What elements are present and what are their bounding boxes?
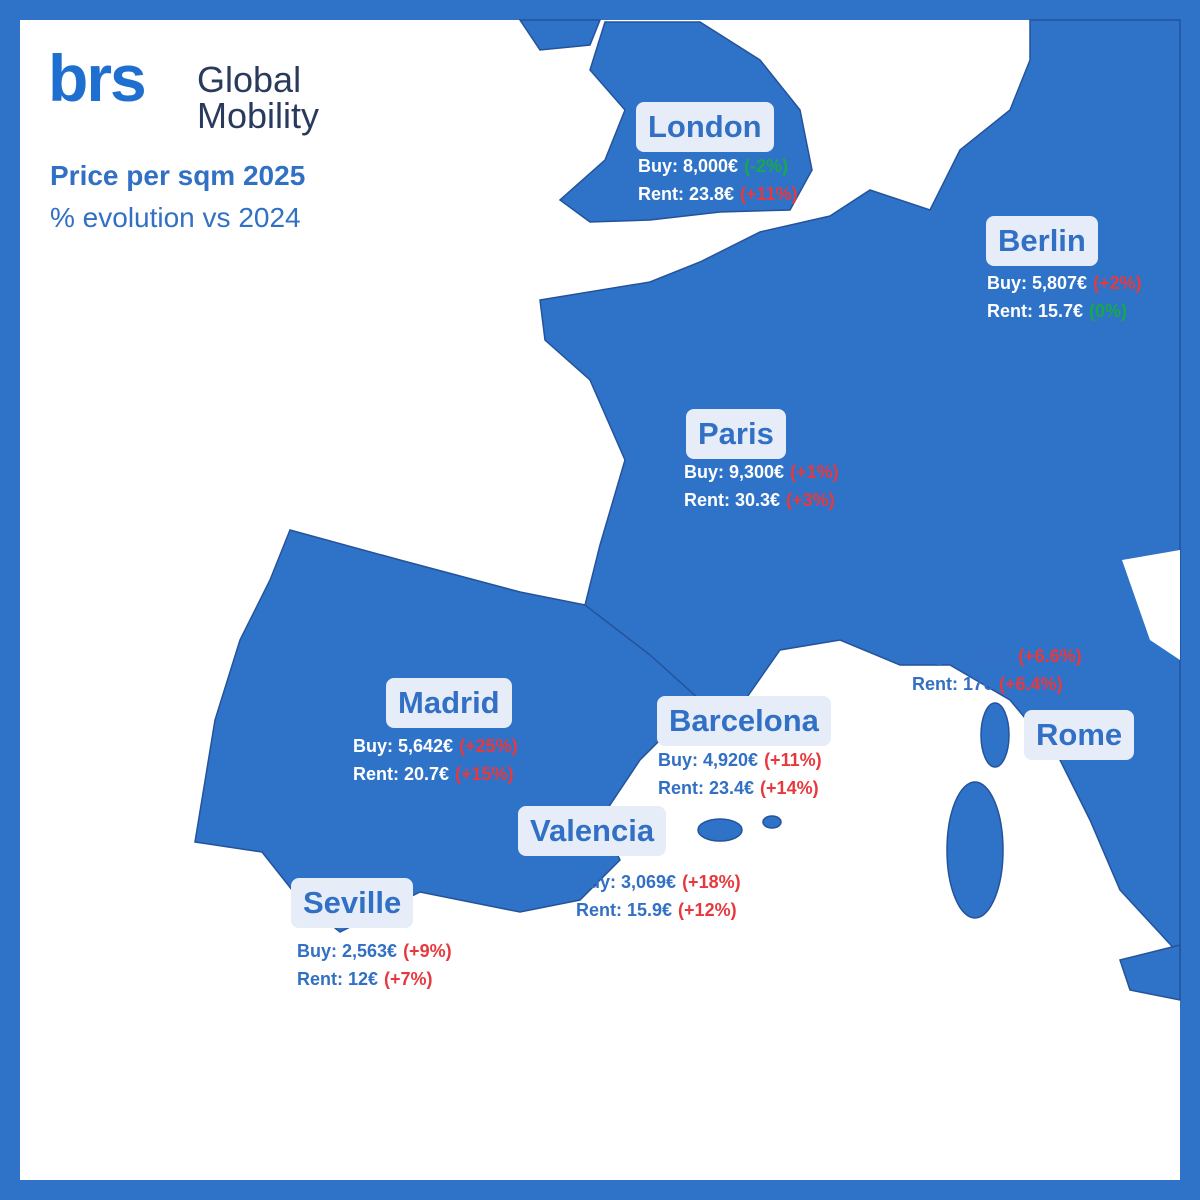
- city-label: Valencia: [518, 806, 667, 856]
- buy-price: Buy: 4,920€: [658, 750, 759, 770]
- rent-price: Rent: 12€: [297, 969, 379, 989]
- rent-change: (+11%): [740, 184, 798, 204]
- rent-line: Rent: 20.7€ (+15%): [353, 764, 514, 785]
- rent-change: (+7%): [384, 969, 433, 989]
- buy-price: Buy: 3,480€: [912, 646, 1013, 666]
- buy-price: Buy: 8,000€: [638, 156, 739, 176]
- buy-line: Buy: 5,807€ (+2%): [987, 273, 1142, 294]
- logo-line: Global: [197, 59, 302, 100]
- city-label: Paris: [686, 409, 786, 459]
- buy-line: Buy: 3,069€ (+18%): [576, 872, 741, 893]
- logo-text: Global Mobility: [197, 62, 319, 134]
- rent-change: (+3%): [786, 490, 835, 510]
- buy-change: (-2%): [744, 156, 789, 176]
- rent-line: Rent: 17€ (+6.4%): [912, 674, 1063, 695]
- rent-change: (0%): [1089, 301, 1128, 321]
- city-label: Seville: [291, 878, 414, 928]
- buy-change: (+18%): [682, 872, 741, 892]
- city-label: Berlin: [986, 216, 1098, 266]
- rent-change: (+15%): [455, 764, 514, 784]
- rent-line: Rent: 12€ (+7%): [297, 969, 433, 990]
- buy-change: (+9%): [403, 941, 452, 961]
- rent-change: (+6.4%): [999, 674, 1063, 694]
- title: Price per sqm 2025: [50, 160, 306, 191]
- buy-price: Buy: 5,807€: [987, 273, 1088, 293]
- buy-change: (+11%): [764, 750, 822, 770]
- rent-price: Rent: 17€: [912, 674, 994, 694]
- city-label: Madrid: [386, 678, 512, 728]
- buy-line: Buy: 2,563€ (+9%): [297, 941, 452, 962]
- rent-price: Rent: 15.9€: [576, 900, 673, 920]
- buy-price: Buy: 2,563€: [297, 941, 398, 961]
- city-label: Barcelona: [657, 696, 831, 746]
- buy-change: (+1%): [790, 462, 839, 482]
- buy-price: Buy: 5,642€: [353, 736, 454, 756]
- rent-line: Rent: 30.3€ (+3%): [684, 490, 835, 511]
- rent-line: Rent: 15.9€ (+12%): [576, 900, 737, 921]
- rent-change: (+12%): [678, 900, 737, 920]
- buy-line: Buy: 8,000€ (-2%): [638, 156, 788, 177]
- buy-change: (+25%): [459, 736, 518, 756]
- rent-change: (+14%): [760, 778, 819, 798]
- logo-mark: brs: [48, 41, 147, 115]
- rent-line: Rent: 15.7€ (0%): [987, 301, 1127, 322]
- rent-line: Rent: 23.8€ (+11%): [638, 184, 798, 205]
- buy-change: (+2%): [1093, 273, 1142, 293]
- logo-line: Mobility: [197, 95, 320, 136]
- buy-price: Buy: 3,069€: [576, 872, 677, 892]
- buy-line: Buy: 3,480€ (+6.6%): [912, 646, 1082, 667]
- city-label: Rome: [1024, 710, 1135, 760]
- rent-line: Rent: 23.4€ (+14%): [658, 778, 819, 799]
- buy-line: Buy: 4,920€ (+11%): [658, 750, 822, 771]
- buy-price: Buy: 9,300€: [684, 462, 785, 482]
- buy-line: Buy: 9,300€ (+1%): [684, 462, 839, 483]
- city-label: London: [636, 102, 774, 152]
- subtitle: % evolution vs 2024: [50, 202, 301, 233]
- rent-price: Rent: 23.8€: [638, 184, 735, 204]
- rent-price: Rent: 20.7€: [353, 764, 450, 784]
- rent-price: Rent: 15.7€: [987, 301, 1084, 321]
- rent-price: Rent: 23.4€: [658, 778, 755, 798]
- buy-change: (+6.6%): [1018, 646, 1082, 666]
- buy-line: Buy: 5,642€ (+25%): [353, 736, 518, 757]
- rent-price: Rent: 30.3€: [684, 490, 781, 510]
